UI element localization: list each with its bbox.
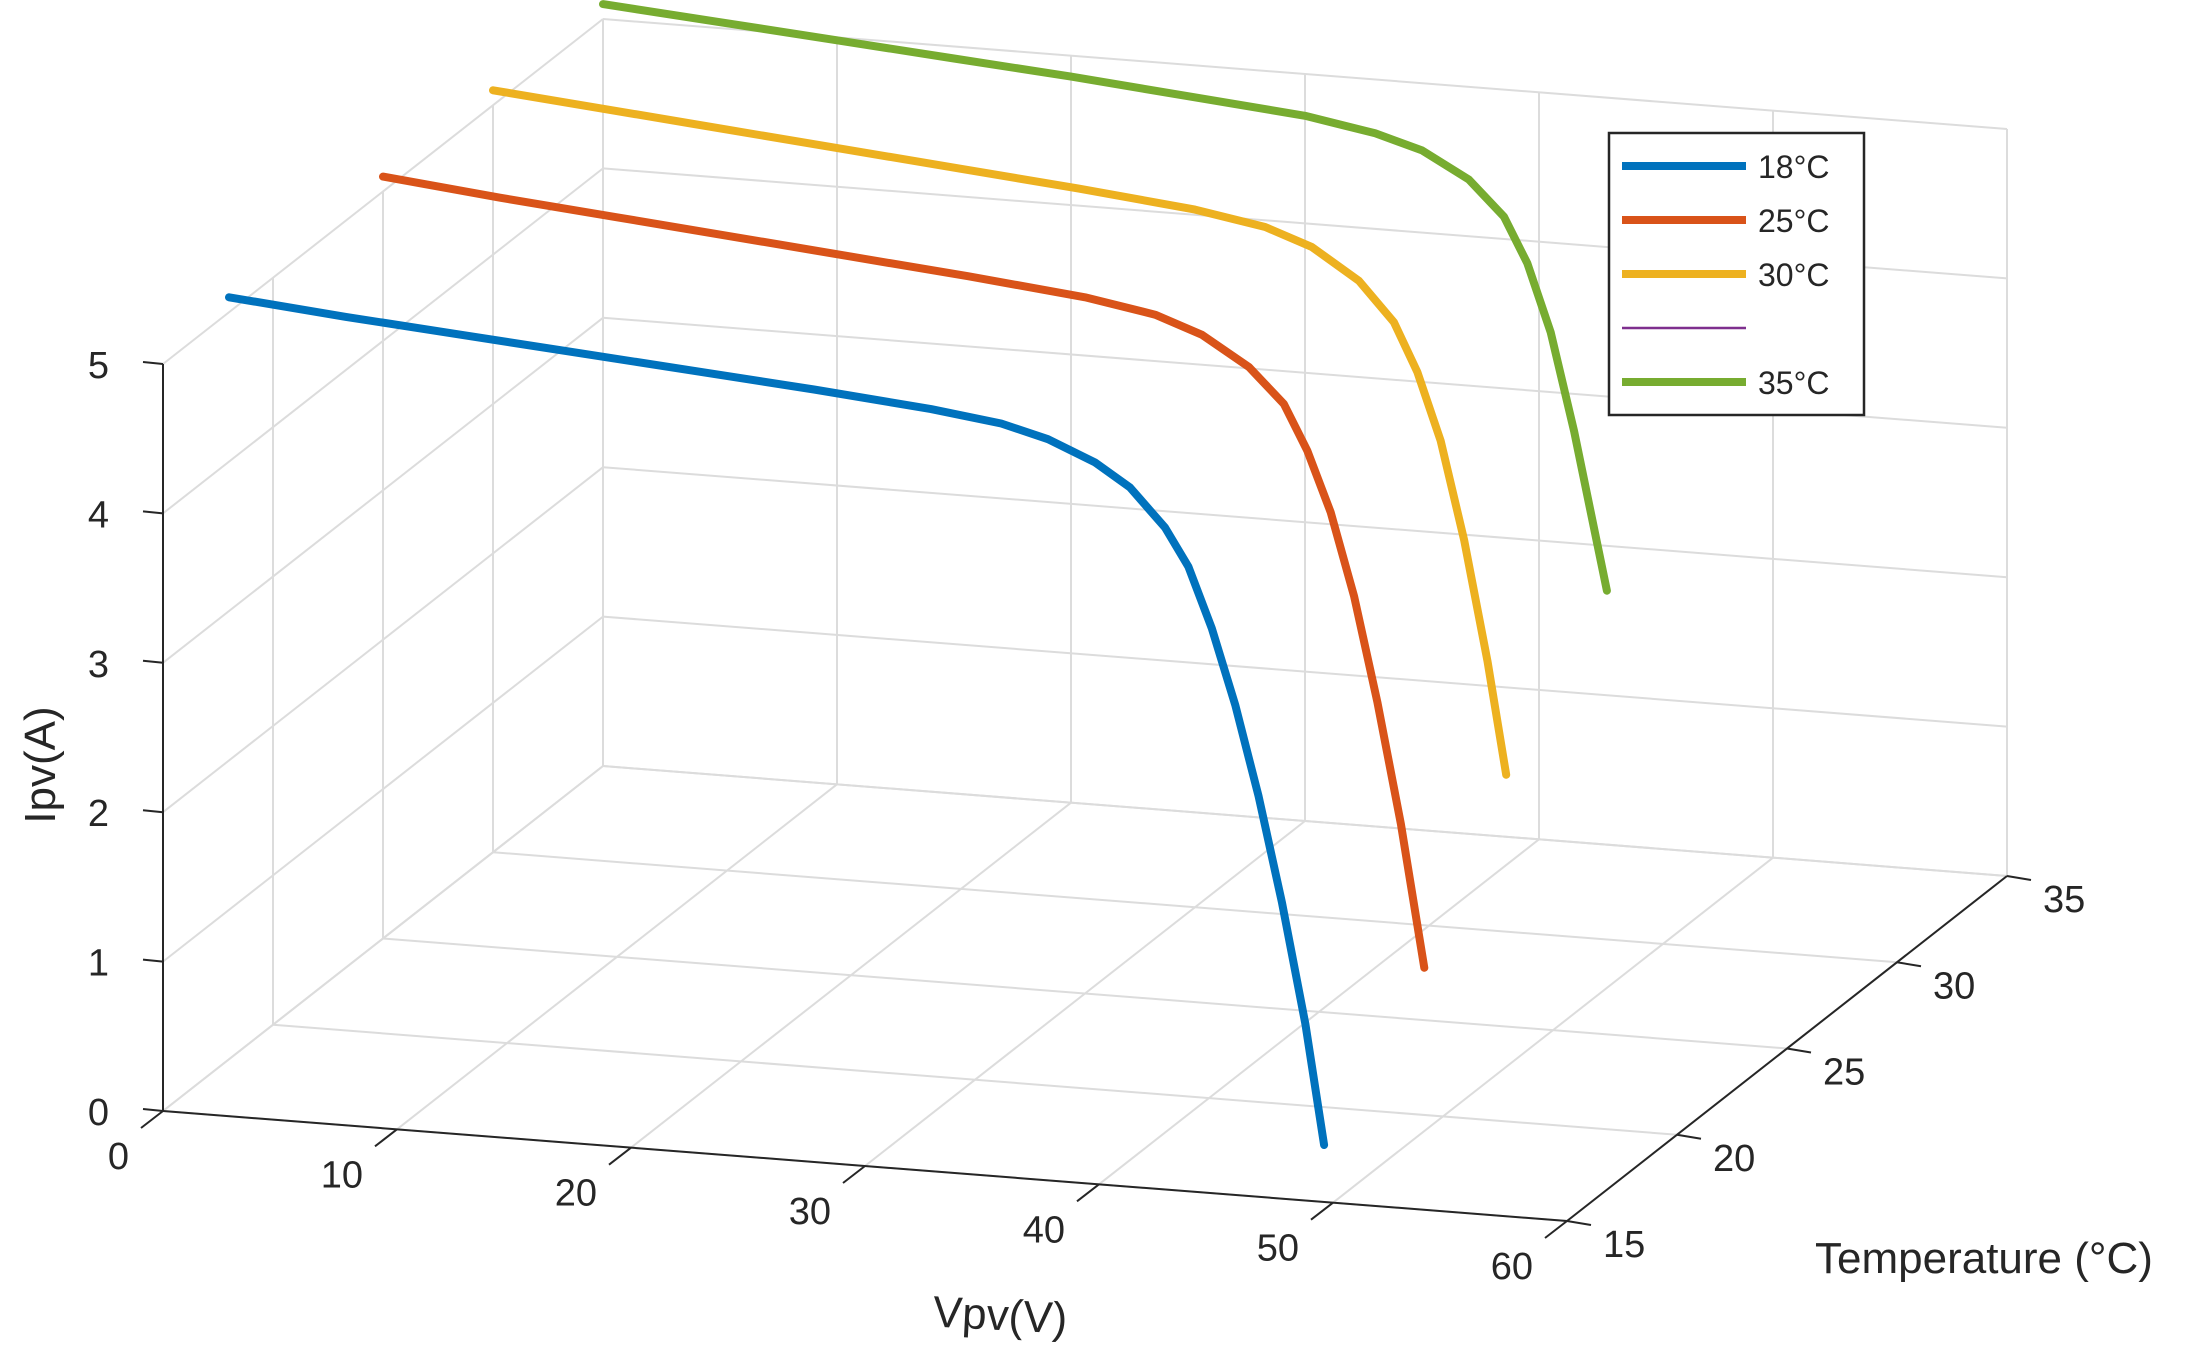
z-tick	[142, 659, 164, 664]
z-tick	[142, 809, 164, 814]
grid-line-side-i	[162, 167, 604, 515]
series-line-4	[599, 0, 1611, 595]
z-tick	[142, 1108, 164, 1112]
legend-label-0: 18°C	[1758, 149, 1830, 185]
z-tick-label: 5	[88, 345, 109, 387]
legend-label-4: 35°C	[1758, 365, 1830, 401]
grid-line-side-i	[162, 466, 604, 813]
y-tick	[2006, 875, 2032, 881]
grid-line-floor-t	[272, 1023, 1678, 1136]
y-tick-label: 25	[1823, 1052, 1865, 1094]
legend-label-1: 25°C	[1758, 203, 1830, 239]
x-tick-label: 20	[555, 1173, 597, 1215]
legend: 18°C 25°C 30°C 35°C	[1607, 131, 1866, 417]
grid-line-side-i	[162, 615, 604, 963]
y-axis-label: Temperature (°C)	[1815, 1234, 2153, 1283]
z-tick-label: 1	[88, 943, 109, 985]
z-axis-label: Ipv(A)	[16, 706, 65, 823]
y-tick-label: 15	[1603, 1224, 1645, 1266]
y-tick	[1786, 1047, 1812, 1054]
grid-line-back-i	[602, 466, 2008, 579]
series-line-0	[225, 293, 1329, 1149]
z-tick	[142, 361, 164, 365]
z-tick-label: 2	[88, 793, 109, 835]
grid-line-side-i	[162, 765, 604, 1112]
y-tick	[1676, 1133, 1702, 1140]
x-tick-label: 40	[1023, 1209, 1065, 1251]
grid-line-side-i	[162, 317, 604, 664]
x-tick-label: 0	[108, 1136, 129, 1178]
y-tick	[1896, 961, 1922, 968]
x-tick	[842, 1165, 866, 1184]
x-tick-label: 50	[1257, 1228, 1299, 1270]
series-line-1	[379, 172, 1429, 972]
x-tick-label: 30	[789, 1191, 831, 1233]
z-tick-label: 4	[88, 494, 109, 536]
grid-line-back-i	[602, 615, 2008, 728]
axes-layer: 0 10 20 30 40 50 60 15 20 25 30 35 0 1 2 3 4 5	[88, 345, 2085, 1288]
x-tick	[1544, 1220, 1568, 1239]
grid-line-floor-t	[382, 937, 1788, 1050]
series-line-2	[489, 86, 1511, 779]
z-tick-label: 3	[88, 644, 109, 686]
z-tick	[142, 958, 164, 963]
legend-label-2: 30°C	[1758, 257, 1830, 293]
x-tick	[608, 1146, 632, 1166]
x-tick	[1310, 1201, 1334, 1221]
z-tick-label: 0	[88, 1092, 109, 1134]
x-tick	[374, 1128, 398, 1148]
y-tick-label: 35	[2043, 879, 2085, 921]
y-tick-label: 20	[1713, 1138, 1755, 1180]
y-tick-label: 30	[1933, 965, 1975, 1007]
x-tick-label: 60	[1491, 1246, 1533, 1288]
z-tick	[142, 510, 164, 515]
series-layer	[225, 0, 1611, 1149]
x-tick	[140, 1110, 164, 1129]
x-tick-label: 10	[321, 1154, 363, 1196]
y-tick	[1566, 1220, 1592, 1226]
grid-line-side-i	[162, 18, 604, 365]
grid-line-back-i	[602, 765, 2008, 877]
legend-items: 18°C 25°C 30°C 35°C	[1622, 149, 1830, 401]
x-tick	[1076, 1183, 1100, 1203]
grid-line-floor-t	[492, 851, 1898, 964]
x-axis-label: Vpv(V)	[932, 1288, 1069, 1344]
